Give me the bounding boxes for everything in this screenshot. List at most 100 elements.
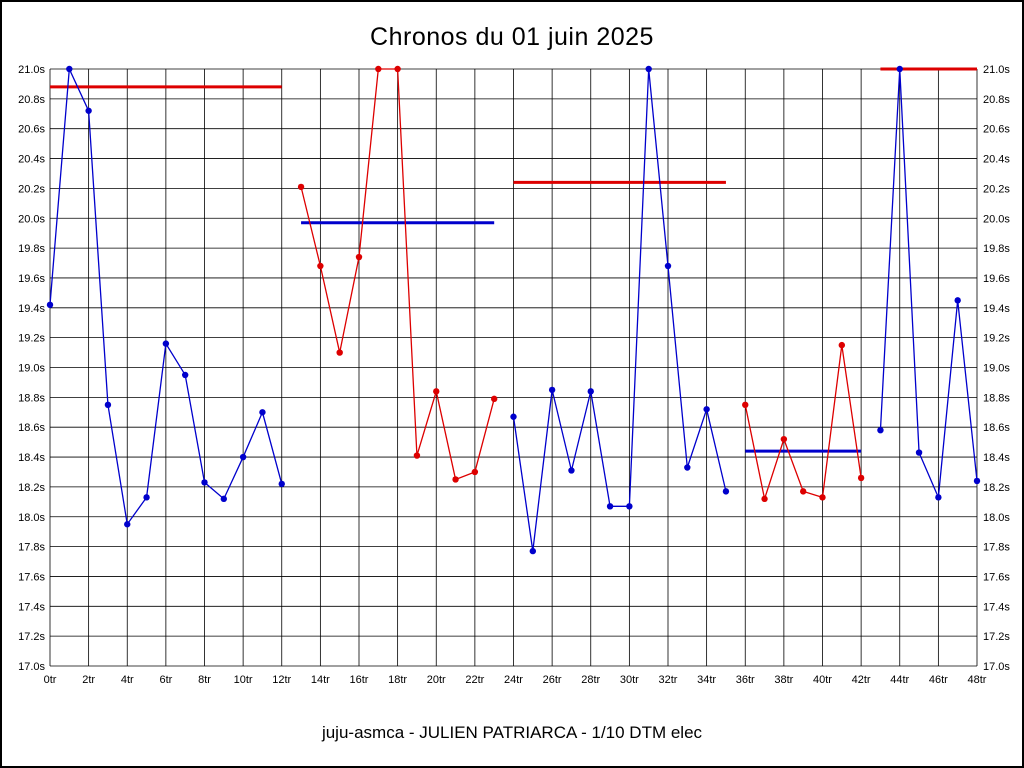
data-point	[259, 409, 266, 416]
y-axis-tick-label-right: 21.0s	[983, 64, 1010, 76]
y-axis-tick-label-left: 18.4s	[18, 452, 45, 464]
y-axis-tick-label-left: 21.0s	[18, 64, 45, 76]
data-point	[104, 401, 112, 409]
data-point	[664, 262, 672, 270]
x-axis-tick-label: 6tr	[159, 674, 172, 686]
series-line-stint-3	[512, 68, 727, 552]
y-axis-tick-label-right: 18.8s	[983, 392, 1010, 404]
y-axis-tick-label-right: 19.4s	[983, 303, 1010, 315]
x-axis-tick-label: 38tr	[774, 674, 793, 686]
data-point	[587, 388, 594, 395]
data-point	[394, 65, 401, 73]
data-point	[124, 521, 131, 528]
data-point	[973, 477, 981, 485]
y-axis-tick-label-left: 19.8s	[18, 243, 45, 255]
data-point	[761, 495, 768, 503]
data-point	[317, 262, 324, 270]
x-axis-tick-label: 14tr	[311, 674, 330, 686]
data-point	[297, 183, 305, 191]
x-axis-tick-label: 28tr	[581, 674, 600, 686]
data-point	[201, 479, 208, 486]
x-axis-tick-label: 16tr	[350, 674, 369, 686]
data-point	[162, 340, 170, 347]
data-point	[85, 107, 92, 114]
chart-title: Chronos du 01 juin 2025	[370, 23, 654, 51]
y-axis-tick-label-left: 19.0s	[18, 363, 45, 375]
data-point	[645, 65, 652, 73]
y-axis-tick-label-left: 18.2s	[18, 482, 45, 494]
data-point	[278, 480, 285, 488]
y-axis-tick-label-left: 19.6s	[18, 273, 45, 285]
data-point	[896, 65, 903, 73]
y-axis-tick-label-right: 20.2s	[983, 183, 1010, 195]
y-axis-tick-label-left: 17.4s	[18, 601, 45, 613]
data-point	[66, 65, 73, 73]
data-point	[490, 395, 498, 403]
x-axis-tick-label: 12tr	[272, 674, 291, 686]
y-axis-tick-label-left: 17.8s	[18, 542, 45, 554]
data-point	[838, 341, 846, 349]
y-axis-tick-label-right: 17.4s	[983, 601, 1010, 613]
y-axis-tick-label-left: 19.4s	[18, 303, 45, 315]
data-point	[239, 453, 247, 461]
data-point	[413, 452, 421, 459]
x-axis-tick-label: 2tr	[82, 674, 95, 686]
data-point	[954, 297, 961, 304]
y-axis-tick-label-right: 20.0s	[983, 213, 1010, 225]
x-axis-tick-label: 18tr	[388, 674, 407, 686]
data-point	[935, 494, 942, 501]
y-axis-tick-label-right: 18.6s	[983, 422, 1010, 434]
y-axis-tick-label-left: 18.8s	[18, 392, 45, 404]
y-axis-tick-label-left: 20.2s	[18, 183, 45, 195]
y-axis-tick-label-left: 19.2s	[18, 333, 45, 345]
y-axis-tick-label-left: 17.0s	[18, 661, 45, 673]
y-axis-tick-label-right: 19.6s	[983, 273, 1010, 285]
x-axis-tick-label: 36tr	[736, 674, 755, 686]
y-axis-tick-label-right: 20.8s	[983, 94, 1010, 106]
y-axis-tick-label-right: 17.2s	[983, 631, 1010, 643]
x-axis-tick-label: 20tr	[427, 674, 446, 686]
data-point	[703, 406, 710, 413]
data-point	[742, 401, 749, 409]
data-point	[684, 464, 691, 471]
data-point	[471, 468, 479, 476]
data-point	[143, 494, 150, 501]
x-axis-tick-label: 44tr	[890, 674, 909, 686]
data-point	[548, 386, 556, 394]
data-point	[529, 547, 537, 555]
x-axis-tick-label: 0tr	[44, 674, 57, 686]
y-axis-tick-label-left: 20.0s	[18, 213, 45, 225]
x-axis-tick-label: 40tr	[813, 674, 832, 686]
y-axis-tick-label-left: 20.4s	[18, 154, 45, 166]
series-line-stint-4	[744, 345, 862, 502]
y-axis-tick-label-right: 18.0s	[983, 512, 1010, 524]
data-point	[915, 449, 923, 456]
y-axis-tick-label-right: 17.0s	[983, 661, 1010, 673]
x-axis-tick-label: 48tr	[968, 674, 987, 686]
y-axis-tick-label-left: 18.0s	[18, 512, 45, 524]
y-axis-tick-label-right: 19.8s	[983, 243, 1010, 255]
y-axis-tick-label-right: 19.0s	[983, 363, 1010, 375]
x-axis-tick-label: 30tr	[620, 674, 639, 686]
y-axis-tick-label-right: 19.2s	[983, 333, 1010, 345]
y-axis-tick-label-right: 18.4s	[983, 452, 1010, 464]
data-point	[181, 371, 189, 379]
y-axis-tick-label-right: 20.4s	[983, 154, 1010, 166]
y-axis-tick-label-left: 18.6s	[18, 422, 45, 434]
x-axis-tick-label: 8tr	[198, 674, 211, 686]
data-point	[722, 488, 730, 495]
data-point	[336, 349, 343, 356]
data-point	[355, 253, 363, 261]
y-axis-tick-label-left: 20.8s	[18, 94, 45, 106]
data-point	[568, 467, 575, 474]
y-axis-tick-label-right: 17.8s	[983, 542, 1010, 554]
data-point	[819, 494, 826, 501]
data-point	[857, 474, 865, 482]
series-line-stint-5	[879, 68, 978, 498]
data-point	[433, 388, 440, 395]
y-axis-tick-label-left: 17.6s	[18, 571, 45, 583]
data-point	[46, 301, 54, 309]
data-point	[780, 435, 788, 443]
